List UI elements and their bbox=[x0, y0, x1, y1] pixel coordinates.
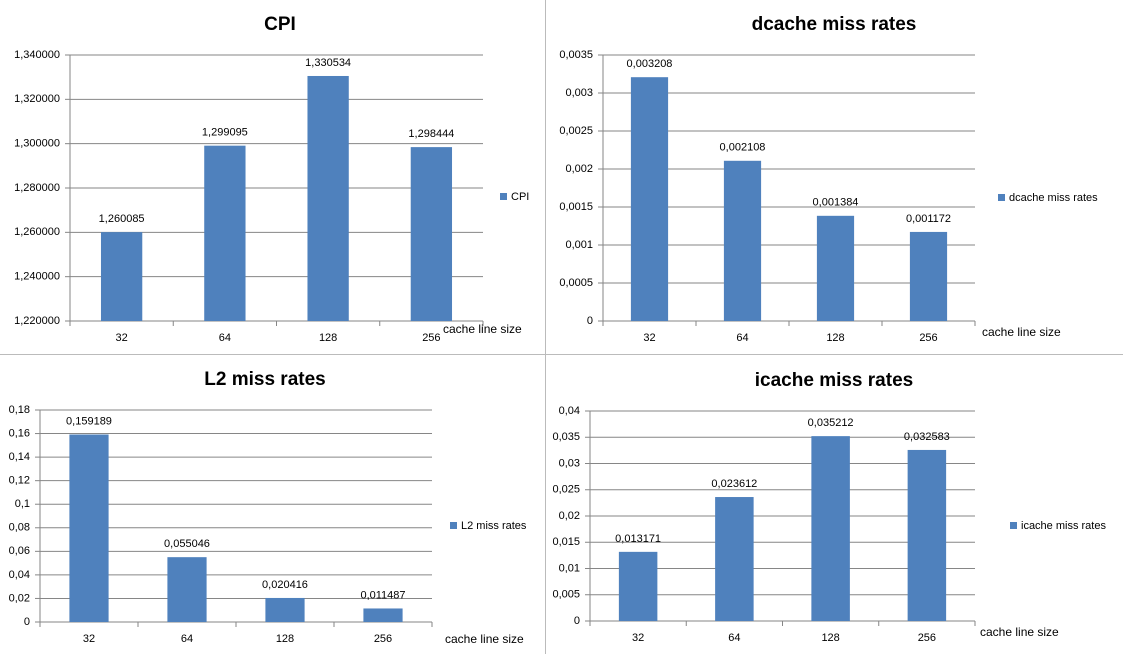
x-tick-label: 32 bbox=[643, 332, 655, 344]
legend-label: L2 miss rates bbox=[461, 520, 527, 532]
x-tick-label: 256 bbox=[918, 632, 936, 644]
data-label: 0,001172 bbox=[906, 213, 951, 225]
data-label: 0,032583 bbox=[904, 431, 950, 443]
bar bbox=[69, 434, 109, 622]
legend-label: icache miss rates bbox=[1021, 520, 1106, 532]
x-axis-label: cache line size bbox=[980, 625, 1059, 639]
bar bbox=[816, 215, 855, 321]
y-tick-label: 0,01 bbox=[559, 562, 580, 574]
chart-title: L2 miss rates bbox=[204, 369, 325, 390]
y-tick-label: 0,16 bbox=[9, 427, 30, 439]
y-tick-label: 0,06 bbox=[9, 545, 30, 557]
bar bbox=[410, 147, 453, 321]
data-label: 0,020416 bbox=[262, 579, 308, 591]
y-tick-label: 1,220000 bbox=[14, 315, 60, 327]
y-tick-label: 0,02 bbox=[559, 510, 580, 522]
legend-swatch bbox=[1010, 522, 1017, 529]
y-tick-label: 0,035 bbox=[552, 431, 580, 443]
data-label: 1,260085 bbox=[99, 213, 145, 225]
y-tick-label: 0,12 bbox=[9, 475, 30, 487]
data-label: 1,298444 bbox=[408, 128, 454, 140]
y-tick-label: 0,015 bbox=[552, 536, 580, 548]
bar bbox=[204, 145, 246, 321]
y-tick-label: 0,002 bbox=[565, 163, 593, 175]
bar bbox=[811, 436, 850, 621]
y-tick-label: 0,04 bbox=[9, 569, 30, 581]
data-label: 0,001384 bbox=[813, 197, 859, 209]
y-tick-label: 0,02 bbox=[9, 592, 30, 604]
y-tick-label: 0,0035 bbox=[559, 49, 593, 61]
x-tick-label: 64 bbox=[728, 632, 740, 644]
y-tick-label: 0,0005 bbox=[559, 277, 593, 289]
data-label: 0,003208 bbox=[627, 58, 673, 70]
x-axis-label: cache line size bbox=[982, 325, 1061, 339]
data-label: 1,330534 bbox=[305, 57, 351, 69]
bar bbox=[909, 231, 948, 321]
y-tick-label: 1,240000 bbox=[14, 271, 60, 283]
bar bbox=[265, 597, 305, 622]
y-tick-label: 0,001 bbox=[565, 239, 593, 251]
x-tick-label: 128 bbox=[821, 632, 839, 644]
x-axis-label: cache line size bbox=[445, 632, 524, 646]
x-tick-label: 256 bbox=[374, 633, 392, 645]
bar bbox=[715, 497, 754, 621]
bar bbox=[167, 557, 207, 622]
bar bbox=[100, 232, 143, 321]
data-label: 0,011487 bbox=[360, 589, 405, 601]
y-tick-label: 0,003 bbox=[565, 87, 593, 99]
y-tick-label: 0,0015 bbox=[559, 201, 593, 213]
y-tick-label: 1,260000 bbox=[14, 226, 60, 238]
x-tick-label: 128 bbox=[319, 332, 337, 344]
data-label: 0,055046 bbox=[164, 538, 210, 550]
bar bbox=[630, 77, 669, 321]
bar bbox=[363, 608, 403, 622]
x-tick-label: 64 bbox=[181, 633, 193, 645]
y-tick-label: 0 bbox=[574, 615, 580, 627]
data-label: 0,023612 bbox=[711, 478, 757, 490]
y-tick-label: 0 bbox=[24, 616, 30, 628]
x-tick-label: 128 bbox=[276, 633, 294, 645]
y-tick-label: 0,025 bbox=[552, 484, 580, 496]
data-label: 0,159189 bbox=[66, 415, 112, 427]
y-tick-label: 0,03 bbox=[559, 457, 580, 469]
legend-swatch bbox=[998, 194, 1005, 201]
legend-label: CPI bbox=[511, 191, 529, 203]
data-label: 0,035212 bbox=[808, 417, 854, 429]
y-tick-label: 0,08 bbox=[9, 522, 30, 534]
data-label: 0,013171 bbox=[615, 533, 661, 545]
x-tick-label: 64 bbox=[219, 332, 231, 344]
bar bbox=[907, 449, 947, 621]
x-tick-label: 128 bbox=[826, 332, 844, 344]
y-tick-label: 1,320000 bbox=[14, 93, 60, 105]
y-tick-label: 0,1 bbox=[15, 498, 30, 510]
x-tick-label: 256 bbox=[919, 332, 937, 344]
y-tick-label: 0,005 bbox=[552, 589, 580, 601]
chart-title: CPI bbox=[264, 14, 296, 35]
data-label: 0,002108 bbox=[720, 142, 766, 154]
chart-title: icache miss rates bbox=[755, 370, 913, 391]
chart-title: dcache miss rates bbox=[752, 14, 917, 35]
x-tick-label: 64 bbox=[736, 332, 748, 344]
y-tick-label: 1,280000 bbox=[14, 182, 60, 194]
y-tick-label: 0,0025 bbox=[559, 125, 593, 137]
y-tick-label: 0 bbox=[587, 315, 593, 327]
legend-label: dcache miss rates bbox=[1009, 192, 1098, 204]
x-axis-label: cache line size bbox=[443, 322, 522, 336]
legend-swatch bbox=[500, 193, 507, 200]
y-tick-label: 0,04 bbox=[559, 405, 580, 417]
legend-swatch bbox=[450, 522, 457, 529]
y-tick-label: 0,14 bbox=[9, 451, 30, 463]
data-label: 1,299095 bbox=[202, 127, 248, 139]
bar bbox=[307, 75, 349, 321]
x-tick-label: 32 bbox=[116, 332, 128, 344]
y-tick-label: 0,18 bbox=[9, 404, 30, 416]
y-tick-label: 1,300000 bbox=[14, 138, 60, 150]
y-tick-label: 1,340000 bbox=[14, 49, 60, 61]
x-tick-label: 32 bbox=[632, 632, 644, 644]
bar bbox=[723, 160, 762, 321]
bar bbox=[618, 551, 658, 621]
x-tick-label: 256 bbox=[422, 332, 440, 344]
x-tick-label: 32 bbox=[83, 633, 95, 645]
